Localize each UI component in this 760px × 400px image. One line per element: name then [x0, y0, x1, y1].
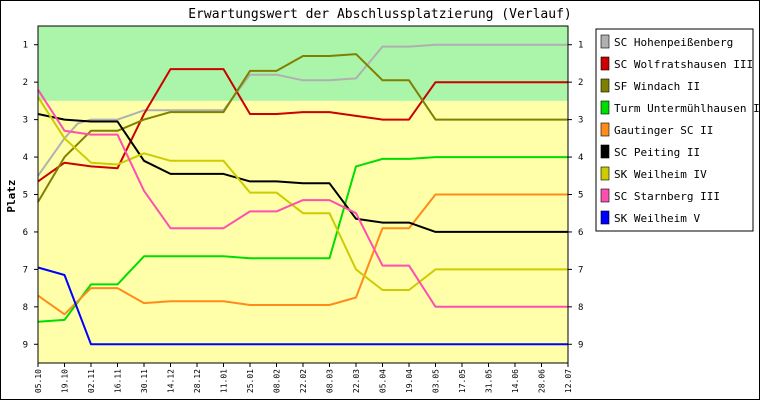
- y-tick-label-right: 8: [578, 303, 583, 313]
- y-tick-label-right: 6: [578, 228, 583, 238]
- y-tick-label-left: 9: [23, 340, 28, 350]
- y-tick-label-left: 4: [23, 153, 28, 163]
- x-tick-label: 17.05: [458, 369, 467, 393]
- series-line-sc-starnberg-iii: [37, 89, 568, 308]
- legend-label: SC Peiting II: [614, 146, 700, 159]
- y-tick-label-left: 7: [23, 265, 28, 275]
- series-line-sk-weilheim-iv: [37, 96, 568, 291]
- axes-layer: 1 1 2 2 3 3 4 4 5 5 6 6 7 7 8 8 9 9 05.10 19.10 02.11 16.11 30…: [23, 25, 583, 393]
- legend-swatch: [600, 78, 610, 93]
- legend-swatch: [600, 166, 610, 181]
- x-tick-label: 16.11: [114, 369, 123, 393]
- series-line-turm-unterm-hlhausen-ii: [37, 156, 568, 323]
- legend-label: SK Weilheim IV: [614, 168, 707, 181]
- series-layer: [37, 43, 568, 346]
- y-tick-label-right: 9: [578, 340, 583, 350]
- series-line-sc-hohenpei-enberg: [37, 43, 568, 177]
- x-tick-label: 25.01: [246, 369, 255, 393]
- legend-swatch: [600, 56, 610, 71]
- y-tick-label-left: 1: [23, 41, 28, 51]
- legend-swatch: [600, 122, 610, 137]
- x-tick-label: 14.12: [167, 369, 176, 393]
- y-tick-label-left: 5: [23, 191, 28, 201]
- y-tick-label-right: 1: [578, 41, 583, 51]
- x-tick-label: 19.10: [61, 369, 70, 393]
- y-tick-label-right: 4: [578, 153, 583, 163]
- y-tick-label-left: 3: [23, 116, 28, 126]
- y-tick-label-right: 7: [578, 265, 583, 275]
- x-tick-label: 30.11: [140, 369, 149, 393]
- legend-label: SC Wolfratshausen III: [614, 58, 753, 71]
- legend-swatch: [600, 34, 610, 49]
- x-tick-label: 05.04: [379, 369, 388, 393]
- legend-label: Turm Untermühlhausen II: [614, 102, 760, 115]
- legend-label: SK Weilheim V: [614, 212, 700, 225]
- legend-label: SF Windach II: [614, 80, 700, 93]
- y-tick-label-left: 6: [23, 228, 28, 238]
- y-axis-label: Platz: [5, 179, 18, 212]
- series-line-sk-weilheim-v: [37, 266, 568, 346]
- y-tick-label-left: 2: [23, 78, 28, 88]
- x-tick-label: 14.06: [511, 369, 520, 393]
- legend-swatch: [600, 210, 610, 225]
- series-line-gautinger-sc-ii: [37, 193, 568, 316]
- x-tick-label: 31.05: [485, 369, 494, 393]
- x-tick-label: 12.07: [564, 369, 573, 393]
- series-line-sf-windach-ii: [37, 53, 568, 203]
- x-tick-label: 02.11: [87, 369, 96, 393]
- x-tick-label: 19.04: [405, 369, 414, 393]
- legend: SC Hohenpeißenberg SC Wolfratshausen III S…: [595, 28, 760, 232]
- legend-box: [595, 28, 754, 232]
- x-tick-label: 22.02: [299, 369, 308, 393]
- x-tick-label: 28.12: [193, 369, 202, 393]
- series-line-sc-wolfratshausen-iii: [37, 68, 568, 183]
- legend-label: SC Starnberg III: [614, 190, 720, 203]
- x-tick-label: 28.06: [538, 369, 547, 393]
- series-line-sc-peiting-ii: [37, 113, 568, 233]
- legend-label: Gautinger SC II: [614, 124, 713, 137]
- y-tick-label-right: 3: [578, 116, 583, 126]
- x-tick-label: 03.05: [432, 369, 441, 393]
- chart-title: Erwartungswert der Abschlussplatzierung …: [188, 7, 572, 22]
- x-tick-label: 22.03: [352, 369, 361, 393]
- x-tick-label: 08.02: [273, 369, 282, 393]
- background-band-1: [38, 26, 568, 101]
- y-tick-label-left: 8: [23, 303, 28, 313]
- legend-label: SC Hohenpeißenberg: [614, 36, 733, 49]
- y-tick-label-right: 2: [578, 78, 583, 88]
- legend-swatch: [600, 188, 610, 203]
- x-tick-label: 05.10: [34, 369, 43, 393]
- x-tick-label: 08.03: [326, 369, 335, 393]
- legend-swatch: [600, 100, 610, 115]
- x-tick-label: 11.01: [220, 369, 229, 393]
- y-tick-label-right: 5: [578, 191, 583, 201]
- legend-swatch: [600, 144, 610, 159]
